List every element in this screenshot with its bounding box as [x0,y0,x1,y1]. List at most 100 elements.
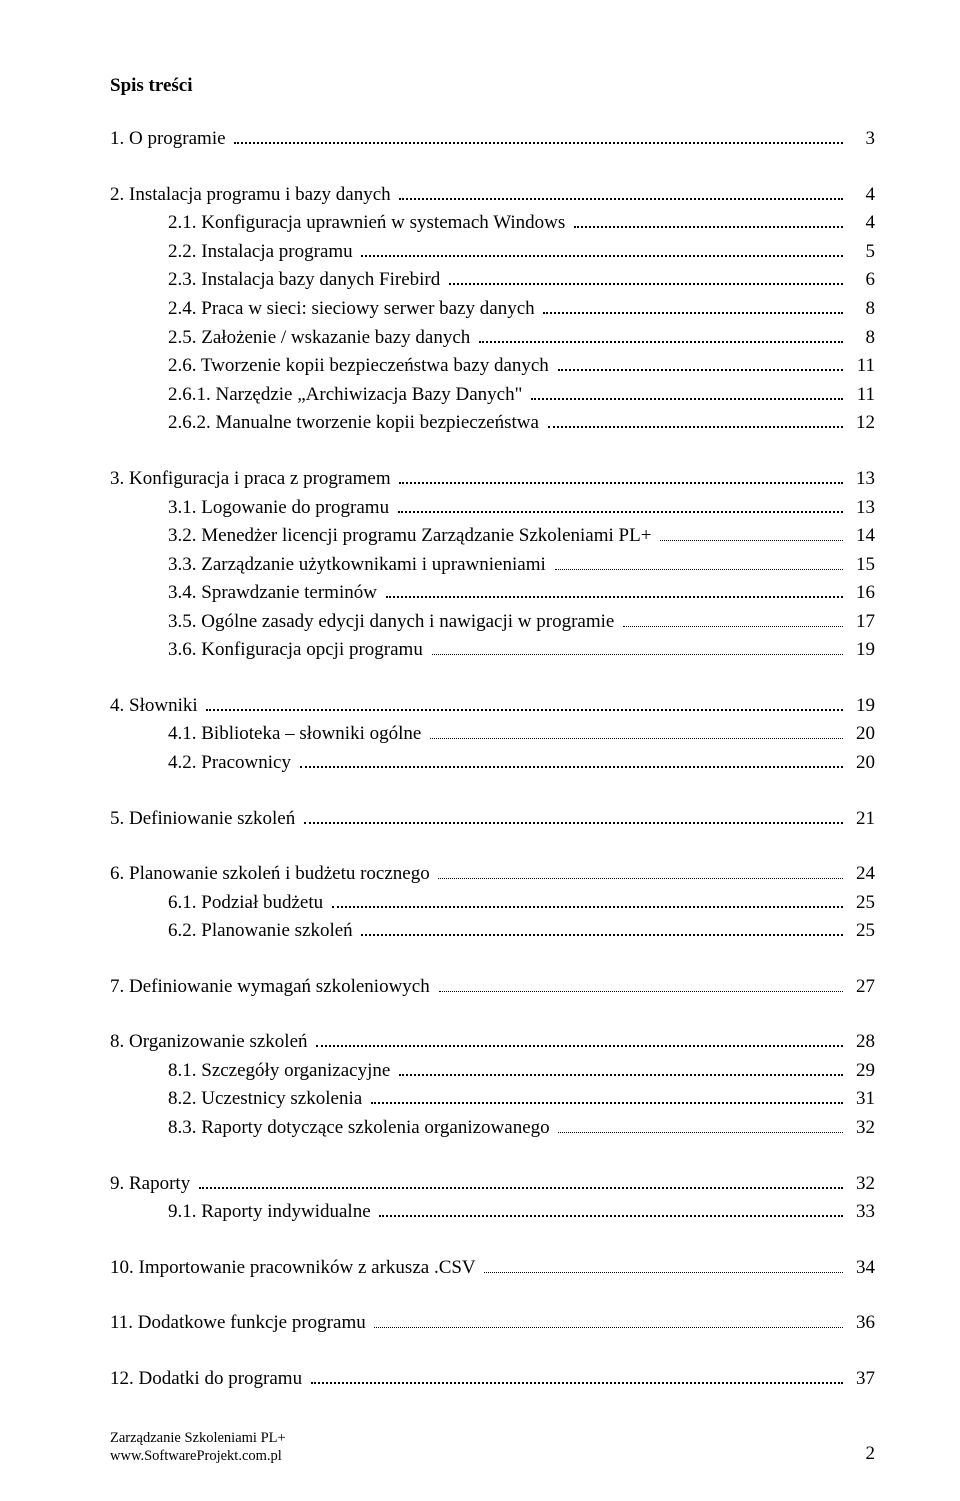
toc-label: 2.5. Założenie / wskazanie bazy danych [168,324,475,353]
toc-label: 1. O programie [110,125,230,154]
toc-entry: 9.1. Raporty indywidualne 33 [110,1198,875,1227]
dot-leader [399,1057,843,1076]
toc-entry: 11. Dodatkowe funkcje programu 36 [110,1309,875,1338]
section-gap [110,946,875,973]
toc-entry: 10. Importowanie pracowników z arkusza .… [110,1254,875,1283]
section-gap [110,438,875,465]
dot-leader [558,1115,843,1133]
toc-entry: 3.1. Logowanie do programu 13 [110,494,875,523]
toc-label: 9.1. Raporty indywidualne [168,1198,375,1227]
toc-page-number: 20 [847,749,875,778]
toc-entry: 3.4. Sprawdzanie terminów 16 [110,579,875,608]
section-gap [110,1001,875,1028]
toc-label: 7. Definiowanie wymagań szkoleniowych [110,973,435,1002]
toc-page-number: 6 [847,266,875,295]
dot-leader [438,861,843,879]
toc-label: 2.4. Praca w sieci: sieciowy serwer bazy… [168,295,539,324]
toc-entry: 8.1. Szczegóły organizacyjne 29 [110,1057,875,1086]
toc-label: 4. Słowniki [110,692,202,721]
dot-leader [543,295,843,314]
dot-leader [386,579,843,598]
toc-page-number: 13 [847,494,875,523]
document-page: Spis treści 1. O programie 32. Instalacj… [0,0,960,1501]
toc-entry: 8. Organizowanie szkoleń 28 [110,1028,875,1057]
toc-page-number: 11 [847,381,875,410]
dot-leader [206,692,843,711]
dot-leader [660,523,843,541]
toc-entry: 4.1. Biblioteka – słowniki ogólne 20 [110,720,875,749]
toc-label: 5. Definiowanie szkoleń [110,805,300,834]
toc-entry: 4. Słowniki 19 [110,692,875,721]
toc-label: 3.5. Ogólne zasady edycji danych i nawig… [168,608,619,637]
toc-page-number: 8 [847,324,875,353]
toc-entry: 2.4. Praca w sieci: sieciowy serwer bazy… [110,295,875,324]
toc-label: 2.3. Instalacja bazy danych Firebird [168,266,445,295]
toc-entry: 2.1. Konfiguracja uprawnień w systemach … [110,209,875,238]
toc-entry: 6. Planowanie szkoleń i budżetu rocznego… [110,860,875,889]
toc-entry: 1. O programie 3 [110,125,875,154]
toc-entry: 2. Instalacja programu i bazy danych 4 [110,181,875,210]
dot-leader [439,974,844,992]
toc-label: 9. Raporty [110,1170,195,1199]
toc-entry: 2.6. Tworzenie kopii bezpieczeństwa bazy… [110,352,875,381]
toc-entry: 3.2. Menedżer licencji programu Zarządza… [110,522,875,551]
dot-leader [316,1028,843,1047]
dot-leader [361,238,843,257]
toc-page-number: 28 [847,1028,875,1057]
section-gap [110,777,875,804]
toc-label: 3.4. Sprawdzanie terminów [168,579,382,608]
toc-label: 8. Organizowanie szkoleń [110,1028,312,1057]
toc-entry: 8.2. Uczestnicy szkolenia 31 [110,1085,875,1114]
dot-leader [430,721,843,739]
toc-page-number: 19 [847,636,875,665]
toc-page-number: 14 [847,522,875,551]
section-gap [110,665,875,692]
toc-label: 2.6.2. Manualne tworzenie kopii bezpiecz… [168,409,544,438]
toc-entry: 3.3. Zarządzanie użytkownikami i uprawni… [110,551,875,580]
toc-label: 6. Planowanie szkoleń i budżetu rocznego [110,860,434,889]
toc-page-number: 8 [847,295,875,324]
dot-leader [304,804,843,823]
section-gap [110,1338,875,1365]
toc-entry: 12. Dodatki do programu 37 [110,1365,875,1394]
section-gap [110,833,875,860]
toc-page-number: 11 [847,352,875,381]
toc-entry: 2.2. Instalacja programu 5 [110,238,875,267]
toc-entry: 6.2. Planowanie szkoleń 25 [110,917,875,946]
dot-leader [379,1198,843,1217]
section-gap [110,1282,875,1309]
toc-label: 10. Importowanie pracowników z arkusza .… [110,1254,480,1283]
toc-label: 3.1. Logowanie do programu [168,494,394,523]
toc-page-number: 29 [847,1057,875,1086]
toc-label: 8.3. Raporty dotyczące szkolenia organiz… [168,1114,554,1143]
dot-leader [479,324,843,343]
section-gap [110,1142,875,1169]
toc-page-number: 20 [847,720,875,749]
toc-page-number: 25 [847,917,875,946]
toc-label: 4.2. Pracownicy [168,749,296,778]
dot-leader [558,352,843,371]
toc-entry: 5. Definiowanie szkoleń 21 [110,804,875,833]
section-gap [110,1227,875,1254]
dot-leader [311,1365,843,1384]
toc-label: 11. Dodatkowe funkcje programu [110,1309,370,1338]
toc-page-number: 4 [847,209,875,238]
toc-entry: 3. Konfiguracja i praca z programem 13 [110,465,875,494]
toc-entry: 8.3. Raporty dotyczące szkolenia organiz… [110,1114,875,1143]
toc-label: 2.6.1. Narzędzie „Archiwizacja Bazy Dany… [168,381,527,410]
dot-leader [398,494,843,513]
dot-leader [371,1085,843,1104]
dot-leader [574,209,843,228]
dot-leader [548,409,843,428]
dot-leader [361,917,843,936]
dot-leader [399,181,843,200]
toc-page-number: 15 [847,551,875,580]
toc-page-number: 32 [847,1170,875,1199]
toc-page-number: 13 [847,465,875,494]
toc-label: 2.1. Konfiguracja uprawnień w systemach … [168,209,570,238]
toc-page-number: 3 [847,125,875,154]
toc-page-number: 31 [847,1085,875,1114]
dot-leader [531,381,843,400]
toc-entry: 7. Definiowanie wymagań szkoleniowych 27 [110,973,875,1002]
footer-left: Zarządzanie Szkoleniami PL+ www.Software… [110,1429,286,1465]
